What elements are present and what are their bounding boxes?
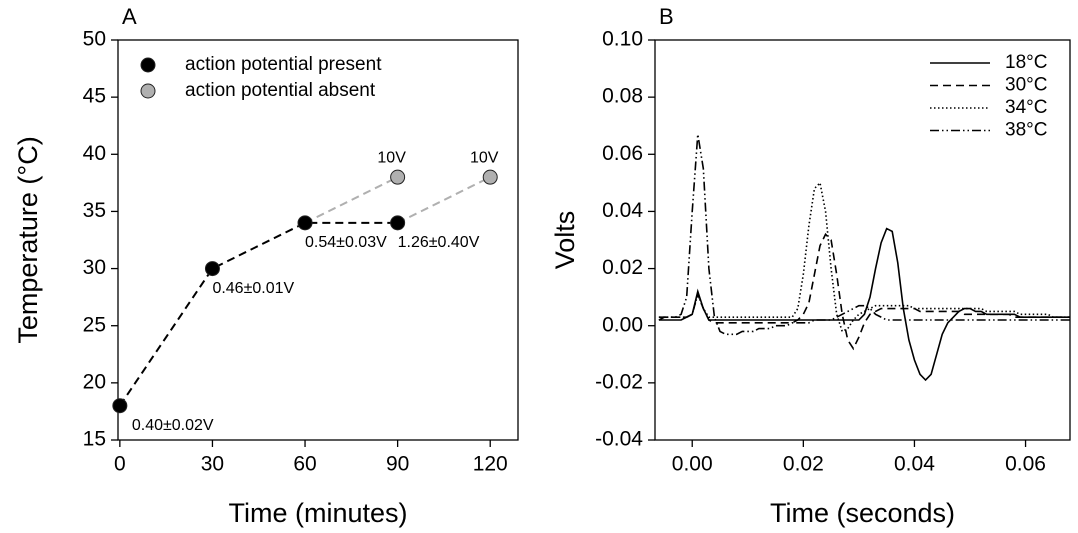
- y-tick-label: 30: [83, 256, 106, 279]
- x-tick-label: 120: [473, 453, 508, 476]
- connector-line: [397, 176, 491, 224]
- data-point: [204, 261, 220, 277]
- plot-frame: [654, 39, 1071, 441]
- y-tick-label: 0.04: [602, 199, 643, 222]
- x-tick-label: 0.04: [894, 453, 935, 476]
- plot-frame: [117, 39, 519, 441]
- y-tick-label: 25: [83, 313, 106, 336]
- x-tick-label: 60: [293, 453, 316, 476]
- x-tick-label: 0.06: [1005, 453, 1046, 476]
- legend-marker: [140, 57, 156, 73]
- y-tick-label: 50: [83, 28, 106, 51]
- y-tick-label: 15: [83, 428, 106, 451]
- x-tick-label: 0.00: [672, 453, 713, 476]
- x-axis-title: Time (minutes): [228, 498, 407, 528]
- y-tick-label: -0.02: [595, 370, 643, 393]
- data-point: [390, 169, 406, 185]
- legend-label: 38°C: [1005, 120, 1047, 141]
- y-tick-label: 0.02: [602, 256, 643, 279]
- x-tick-label: 0: [114, 453, 126, 476]
- y-tick-label: 45: [83, 85, 106, 108]
- y-tick-label: 0.08: [602, 85, 643, 108]
- data-point: [297, 215, 313, 231]
- y-tick-label: 40: [83, 142, 106, 165]
- legend-label: 30°C: [1005, 75, 1047, 96]
- y-axis-title: Volts: [550, 211, 580, 270]
- series-line: [119, 221, 398, 407]
- x-axis-title: Time (seconds): [770, 498, 955, 528]
- legend-label: action potential present: [185, 54, 382, 75]
- point-annotation: 10V: [377, 149, 406, 166]
- point-annotation: 0.46±0.01V: [212, 280, 294, 297]
- point-annotation: 10V: [470, 149, 499, 166]
- x-tick-label: 90: [386, 453, 409, 476]
- data-point: [390, 215, 406, 231]
- series-line: [658, 181, 1070, 333]
- x-tick-label: 0.02: [783, 453, 824, 476]
- point-annotation: 1.26±0.40V: [398, 234, 480, 251]
- data-point: [112, 398, 128, 414]
- y-tick-label: 0.06: [602, 142, 643, 165]
- point-annotation: 0.54±0.03V: [305, 234, 387, 251]
- x-tick-label: 30: [201, 453, 224, 476]
- y-tick-label: 35: [83, 199, 106, 222]
- point-annotation: 0.40±0.02V: [132, 417, 214, 434]
- panel-label: B: [659, 4, 674, 29]
- series-line: [658, 227, 1070, 382]
- legend-label: action potential absent: [185, 80, 376, 101]
- series-line: [658, 134, 1070, 336]
- legend-label: 18°C: [1005, 52, 1047, 73]
- y-axis-title: Temperature (°C): [13, 136, 43, 343]
- data-point: [482, 169, 498, 185]
- y-tick-label: 0.00: [602, 313, 643, 336]
- y-tick-label: -0.04: [595, 428, 643, 451]
- legend-label: 34°C: [1005, 97, 1047, 118]
- panel-label: A: [122, 4, 137, 29]
- y-tick-label: 0.10: [602, 28, 643, 51]
- legend-marker: [140, 83, 156, 99]
- connector-line: [304, 176, 399, 224]
- y-tick-label: 20: [83, 370, 106, 393]
